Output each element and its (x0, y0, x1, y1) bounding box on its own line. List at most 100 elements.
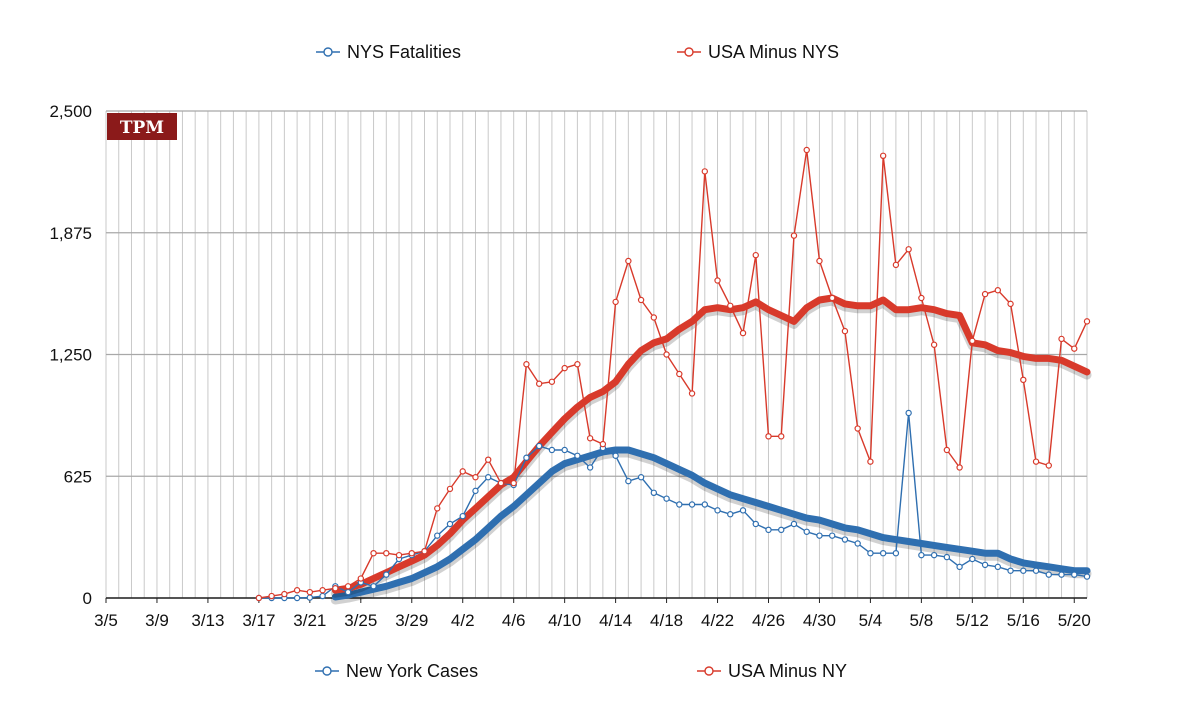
nys-fatalities-point (535, 442, 543, 450)
nys-fatalities-point (637, 474, 645, 481)
nys-fatalities-point (434, 532, 441, 539)
x-tick-label: 5/4 (859, 611, 883, 630)
usa-minus-nys-point (574, 361, 581, 368)
nys-fatalities-point (586, 464, 594, 471)
nys-fatalities-point (383, 571, 390, 578)
nys-fatalities-point (1083, 573, 1091, 580)
usa-minus-nys-point (510, 479, 517, 487)
usa-minus-nys-point (1071, 345, 1078, 352)
nys-fatalities-point (650, 489, 658, 497)
legend-label-nys-fatalities: NYS Fatalities (347, 42, 461, 62)
usa-minus-nys-point (332, 585, 339, 592)
usa-minus-nys-point (293, 587, 301, 594)
x-tick-label: 3/17 (242, 611, 275, 630)
tpm-badge-bg (107, 113, 177, 140)
nys-fatalities-point (1045, 571, 1052, 578)
usa-minus-nys-point (446, 485, 454, 493)
usa-minus-nys-point (1083, 318, 1091, 325)
usa-minus-nys-point (408, 549, 415, 557)
usa-minus-nys-point (867, 458, 874, 465)
usa-minus-nys-point (1007, 300, 1014, 308)
usa-minus-nys-line (258, 149, 1088, 599)
usa-minus-nys-point (523, 361, 530, 368)
usa-minus-nys-point (981, 290, 989, 298)
nys-fatalities-point (574, 452, 581, 459)
x-tick-label: 5/8 (910, 611, 934, 630)
nys-fatalities-point (1058, 571, 1065, 578)
usa-minus-nys-point (1020, 376, 1027, 384)
x-tick-label: 5/12 (956, 611, 989, 630)
legend-label-usa-minus-ny: USA Minus NY (728, 661, 847, 681)
nys-fatalities-point (676, 501, 683, 508)
nys-fatalities-point (714, 507, 721, 514)
usa-minus-nys-point (918, 294, 925, 302)
series (255, 146, 1092, 605)
nys-fatalities-point (981, 561, 989, 569)
nys-fatalities-point (344, 588, 352, 596)
nys-fatalities-point (727, 511, 734, 518)
legend-bottom: New York Cases USA Minus NY (315, 661, 847, 681)
usa-minus-nys-point (535, 380, 543, 387)
y-tick-label: 1,875 (49, 224, 92, 243)
nys-fatalities-point (688, 501, 696, 508)
usa-minus-nys-point (344, 583, 352, 590)
x-tick-label: 4/2 (451, 611, 475, 630)
nys-fatalities-point (319, 592, 326, 600)
usa-minus-nys-point (268, 592, 275, 600)
usa-minus-nys-point (727, 302, 734, 309)
nys-fatalities-point (459, 512, 466, 520)
usa-minus-nys-point (485, 456, 492, 463)
usa-minus-nys-point (994, 287, 1002, 294)
nys-fatalities-point (803, 528, 810, 535)
usa-minus-nys-point (905, 246, 912, 253)
usa-minus-nys-point (892, 261, 900, 269)
y-tick-label: 2,500 (49, 102, 92, 121)
usa-minus-nys-point (879, 152, 887, 160)
legend-marker-usa-minus-ny (704, 666, 714, 676)
usa-minus-nys-point (688, 390, 696, 397)
nys-fatalities-point (879, 549, 887, 557)
nys-fatalities-point (1032, 567, 1040, 574)
usa-minus-nys-point (357, 575, 365, 582)
nys-fatalities-point (930, 551, 938, 559)
usa-minus-nys-point (828, 294, 836, 302)
usa-minus-nys-point (841, 327, 849, 335)
x-tick-label: 4/18 (650, 611, 683, 630)
x-tick-label: 3/21 (293, 611, 326, 630)
nys-fatalities-point (485, 474, 492, 481)
nys-fatalities-point (778, 526, 785, 534)
usa-minus-nys-point (586, 435, 594, 442)
legend-marker-new-york-cases (322, 666, 332, 676)
usa-minus-nys-point (612, 298, 619, 306)
usa-minus-ny-line (331, 294, 1091, 594)
nys-fatalities-point (854, 540, 861, 547)
nys-fatalities-point (446, 520, 454, 528)
tpm-badge: TPM (107, 113, 177, 140)
nys-fatalities-point (1071, 571, 1078, 578)
y-tick-label: 625 (64, 467, 92, 486)
usa-minus-nys-point (319, 587, 326, 594)
nys-fatalities-point (548, 446, 556, 454)
nys-fatalities-point (867, 549, 874, 557)
nys-fatalities-point (828, 532, 836, 539)
nys-fatalities-point (625, 477, 632, 485)
usa-minus-nys-point (676, 370, 683, 378)
usa-minus-nys-point (765, 433, 772, 440)
nys-fatalities-point (918, 551, 925, 559)
usa-minus-nys-point (943, 446, 951, 454)
nys-fatalities-point (790, 520, 798, 528)
usa-minus-nys-point (969, 337, 976, 345)
nys-fatalities-point (1007, 567, 1014, 574)
usa-minus-nys-point (383, 549, 390, 557)
nys-fatalities-point (612, 452, 619, 459)
x-tick-label: 3/13 (191, 611, 224, 630)
nys-fatalities-point (293, 594, 301, 602)
usa-minus-nys-point (930, 341, 938, 348)
usa-minus-nys-point (434, 505, 441, 512)
usa-minus-nys-point (599, 440, 607, 448)
usa-minus-nys-point (752, 251, 759, 259)
x-tick-label: 3/25 (344, 611, 377, 630)
legend-label-new-york-cases: New York Cases (346, 661, 478, 681)
nys-fatalities-point (816, 532, 823, 539)
usa-minus-nys-point (255, 594, 263, 602)
